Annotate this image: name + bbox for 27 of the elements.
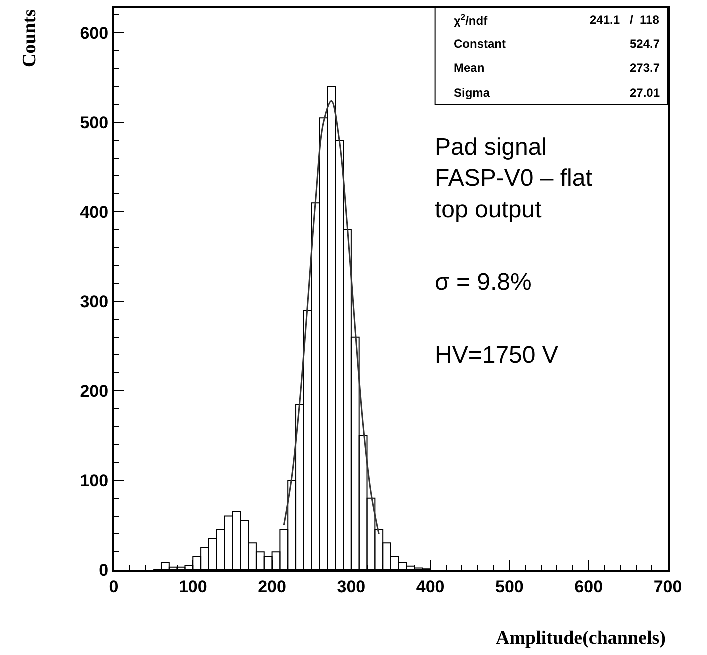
y-tick-label: 0 xyxy=(99,560,109,580)
x-tick-label: 100 xyxy=(178,577,208,596)
x-tick-label: 600 xyxy=(574,577,604,596)
y-tick-label: 300 xyxy=(80,292,109,312)
annotation: Constant xyxy=(454,37,506,51)
annotation: 524.7 xyxy=(630,37,660,51)
x-tick-label: 700 xyxy=(654,577,682,596)
annotation: 27.01 xyxy=(630,86,660,100)
y-tick-label: 600 xyxy=(80,24,109,44)
annotation: Mean xyxy=(454,61,485,75)
annotation: σ = 9.8% xyxy=(435,269,532,296)
y-tick-label: 100 xyxy=(80,471,109,490)
y-tick-label: 200 xyxy=(80,382,109,401)
y-tick-label: 500 xyxy=(80,114,109,132)
y-tick-label: 400 xyxy=(80,202,109,222)
annotation: Sigma xyxy=(454,86,490,100)
y-axis-title: Counts xyxy=(20,9,41,68)
x-axis-title: Amplitude(channels) xyxy=(496,628,666,649)
annotation: 273.7 xyxy=(630,61,660,75)
annotation: χ$^{2}$/ndf xyxy=(454,12,489,28)
annotation: HV=1750 V xyxy=(435,342,558,369)
annotation: Pad signal FASP-V0 – flat top output xyxy=(435,134,593,224)
x-tick-label: 500 xyxy=(496,577,524,596)
annotation: 241.1 / 118 xyxy=(590,13,660,27)
x-tick-label: 200 xyxy=(258,577,286,596)
x-tick-label: 400 xyxy=(416,577,445,596)
x-tick-label: 300 xyxy=(337,577,366,596)
